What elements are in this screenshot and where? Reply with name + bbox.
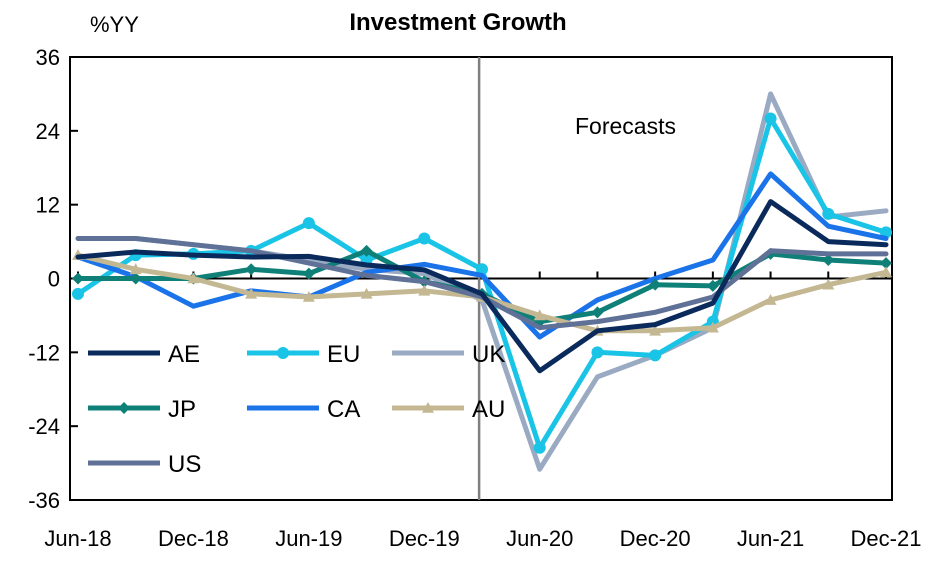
data-point-eu [302,217,315,230]
legend-marker-au [422,402,434,413]
data-point-jp [706,279,719,292]
legend-label-jp: JP [168,396,196,423]
y-tick-label: -24 [28,414,60,439]
legend-marker-jp [118,402,130,414]
y-tick-label: -36 [28,488,60,513]
series-ca [75,171,889,340]
data-point-eu [591,346,604,359]
data-point-eu [649,349,662,362]
data-point-au [706,321,719,333]
data-point-eu [533,441,546,454]
series-ae [75,199,889,374]
data-point-jp [245,263,258,276]
x-tick-label: Jun-20 [506,526,573,551]
data-point-au [302,290,315,302]
data-point-au [245,287,258,299]
data-point-au [129,263,142,275]
x-tick-label: Dec-20 [620,526,691,551]
data-point-jp [129,272,142,285]
data-point-jp [302,267,315,280]
data-point-eu [476,263,488,276]
x-tick-label: Dec-19 [389,526,460,551]
series-line-ae [75,199,889,374]
y-tick-label: 12 [36,193,60,218]
x-tick-label: Dec-18 [158,526,229,551]
data-point-jp [822,254,835,267]
data-point-jp [649,278,662,291]
x-tick-label: Dec-21 [851,526,922,551]
legend-item-eu: EU [247,341,360,368]
data-point-au [187,272,200,284]
y-tick-label: 36 [36,45,60,70]
data-point-jp [360,244,373,257]
data-point-au [533,309,546,321]
x-tick-label: Jun-18 [44,526,111,551]
legend: AE EU UK JP CA AU US [88,341,505,478]
legend-label-eu: EU [327,341,360,368]
series-line-jp [75,248,889,325]
data-point-au [360,287,373,299]
data-point-au [649,324,662,336]
x-tick-label: Jun-19 [275,526,342,551]
data-point-jp [591,306,604,319]
y-tick-label: 24 [36,119,60,144]
data-point-eu [418,232,431,245]
x-axis: Jun-18 Dec-18 Jun-19 Dec-19 Jun-20 Dec-20 Jun-… [44,271,922,551]
legend-item-uk: UK [392,341,505,368]
data-point-au [418,284,431,296]
series-lines [72,91,892,472]
legend-label-uk: UK [472,341,505,368]
series-line-ca [75,171,889,340]
legend-label-us: US [168,451,201,478]
legend-item-us: US [88,451,201,478]
data-point-au [822,278,835,290]
forecasts-annotation: Forecasts [575,113,676,139]
legend-label-au: AU [472,396,505,423]
data-point-eu [72,287,84,300]
legend-item-jp: JP [88,396,196,423]
legend-item-au: AU [392,396,505,423]
data-point-eu [764,112,777,125]
data-point-jp [72,272,84,285]
legend-marker-eu [277,347,289,359]
data-point-eu [822,207,835,220]
data-point-au [880,266,892,278]
y-axis-label: %YY [90,12,139,37]
legend-label-ca: CA [327,396,360,423]
chart-title: Investment Growth [349,9,566,36]
y-tick-label: 0 [48,267,60,292]
x-tick-label: Jun-21 [737,526,804,551]
legend-item-ae: AE [88,341,200,368]
data-point-jp [880,257,892,270]
y-axis: 36 24 12 0 -12 -24 -36 [28,45,78,513]
legend-item-ca: CA [247,396,360,423]
y-tick-label: -12 [28,340,60,365]
data-point-au [764,294,777,305]
legend-label-ae: AE [168,341,200,368]
